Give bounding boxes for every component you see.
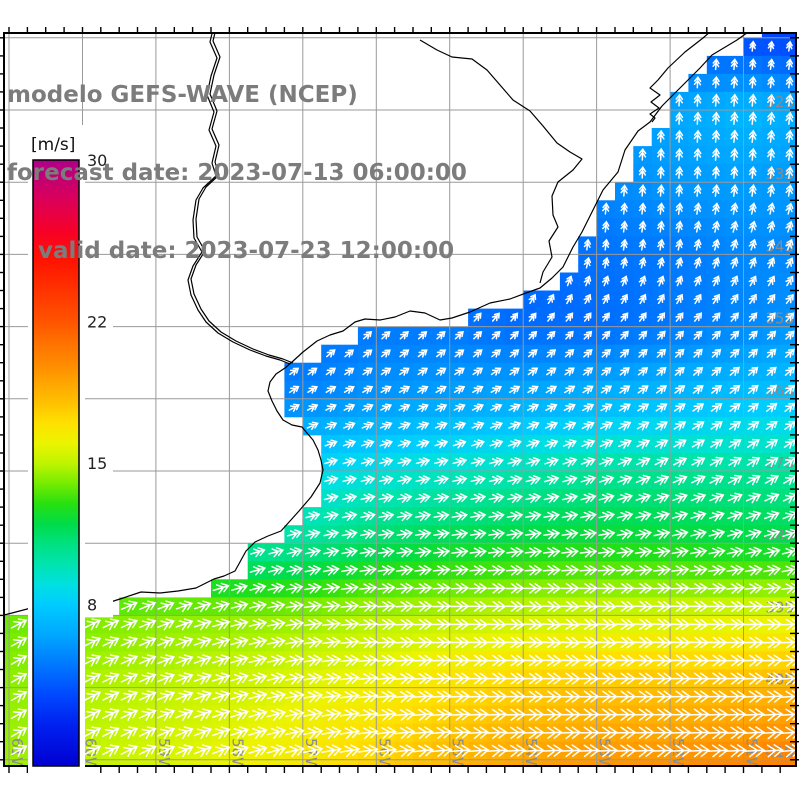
plot-title-block: modelo GEFS-WAVE (NCEP) forecast date: 2… [7,30,467,316]
colorbar-gradient [32,159,80,767]
frame-tick-marks [0,27,799,773]
border-line [419,39,583,284]
model-title: modelo GEFS-WAVE (NCEP) [7,82,358,108]
coastline [4,33,748,616]
wind-direction-arrows [10,40,796,758]
colorbar-tick-label: 8 [87,595,97,614]
map-frame [3,32,797,767]
coastline-layer [4,33,748,616]
colorbar-unit-label: [m/s] [31,135,75,155]
forecast-date-line: forecast date: 2023-07-13 06:00:00 [7,160,467,186]
river-line-2 [190,33,294,364]
lagoon-shore [649,33,710,123]
colorbar: [m/s] 30 22 15 8 [28,125,113,773]
colorbar-tick-label: 22 [87,313,107,332]
river-line [187,33,291,365]
colorbar-tick-label: 15 [87,454,107,473]
valid-date-line: valid date: 2023-07-23 12:00:00 [38,238,455,264]
colorbar-tick-label: 30 [87,151,107,170]
